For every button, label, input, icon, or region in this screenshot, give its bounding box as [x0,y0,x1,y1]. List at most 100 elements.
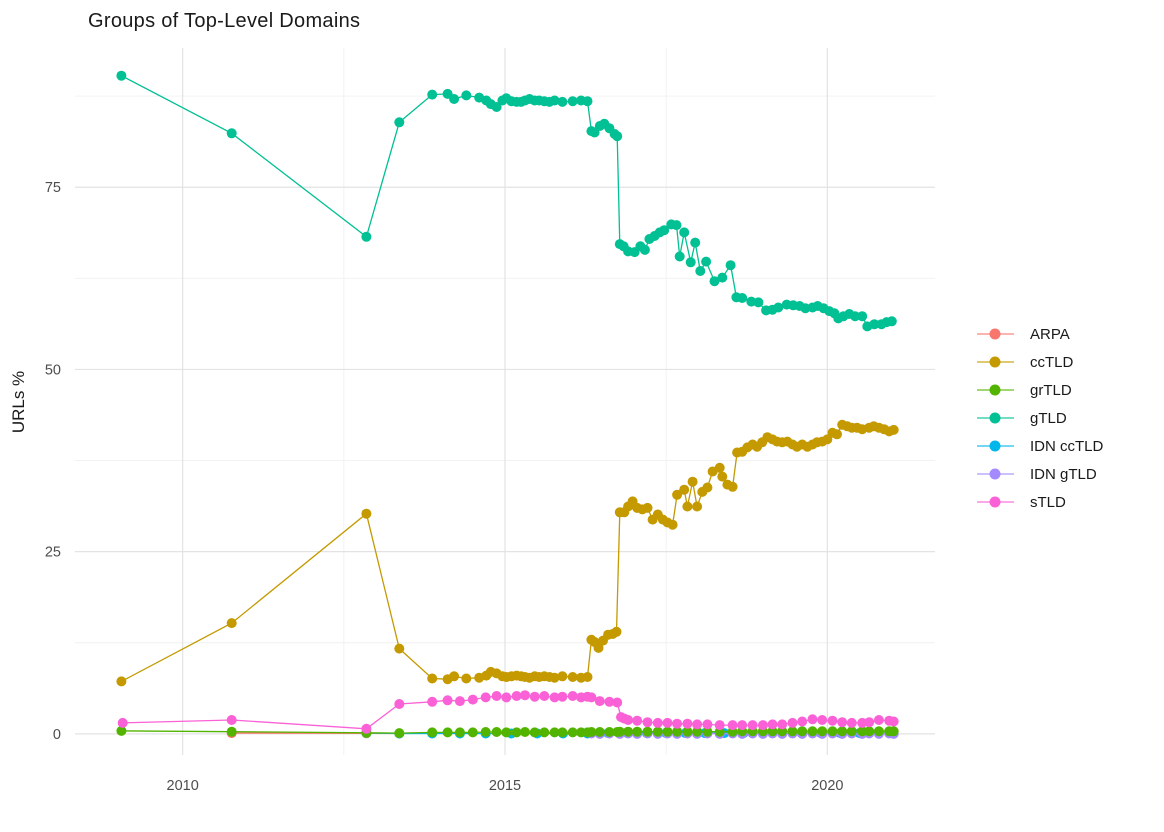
data-point [682,502,692,512]
data-point [612,698,622,708]
data-point [557,727,567,737]
data-point [481,692,491,702]
x-tick-label: 2015 [489,778,521,794]
data-point [828,726,838,736]
data-point [539,691,549,701]
data-point [726,260,736,270]
data-point [728,720,738,730]
data-point [427,727,437,737]
data-point [520,690,530,700]
y-axis-title: URLs % [9,371,28,433]
data-point [595,696,605,706]
y-tick-label: 50 [45,362,61,378]
data-point [679,227,689,237]
data-point [227,715,237,725]
data-point [427,674,437,684]
data-point [449,671,459,681]
data-point [427,90,437,100]
data-point [520,727,530,737]
data-point [768,719,778,729]
legend-key-dot [990,357,1001,368]
data-point [492,727,502,737]
legend-key-dot [990,413,1001,424]
data-point [717,273,727,283]
data-point [394,117,404,127]
data-point [468,727,478,737]
data-point [461,674,471,684]
legend-label: IDN gTLD [1030,466,1097,483]
data-point [118,718,128,728]
data-point [557,692,567,702]
data-point [828,716,838,726]
data-point [686,257,696,267]
data-point [583,672,593,682]
data-point [612,131,622,141]
data-point [788,718,798,728]
data-point [692,719,702,729]
data-point [797,717,807,727]
data-point [361,509,371,519]
data-point [557,97,567,107]
series-stld [118,690,899,734]
data-point [753,297,763,307]
legend-label: IDN ccTLD [1030,438,1104,455]
data-point [227,618,237,628]
data-point [817,726,827,736]
legend-label: sTLD [1030,494,1066,511]
data-point [643,727,653,737]
data-point [653,727,663,737]
legend-key-dot [990,385,1001,396]
gridlines [75,48,935,755]
data-point [530,727,540,737]
data-point [116,71,126,81]
data-point [481,727,491,737]
data-point [808,714,818,724]
series-layer [116,71,898,739]
data-point [449,94,459,104]
legend-label: grTLD [1030,382,1072,399]
data-point [682,719,692,729]
legend-item-idn-gtld: IDN gTLD [977,466,1097,483]
data-point [797,726,807,736]
data-point [702,483,712,493]
data-point [116,676,126,686]
data-point [688,477,698,487]
data-point [632,727,642,737]
data-point [737,293,747,303]
data-point [394,699,404,709]
data-point [690,238,700,248]
data-point [889,726,899,736]
data-point [501,727,511,737]
data-point [461,90,471,100]
legend-item-arpa: ARPA [977,326,1070,343]
x-tick-label: 2010 [167,778,199,794]
data-point [864,726,874,736]
data-point [530,692,540,702]
legend-label: ARPA [1030,326,1070,343]
data-point [748,720,758,730]
data-point [623,715,633,725]
data-point [702,719,712,729]
data-point [715,720,725,730]
data-point [847,718,857,728]
data-point [361,232,371,242]
data-point [227,727,237,737]
data-point [837,717,847,727]
data-point [443,727,453,737]
series-cctld [116,420,898,687]
legend-key-dot [990,469,1001,480]
data-point [857,311,867,321]
data-point [443,695,453,705]
data-point [668,520,678,530]
data-point [632,716,642,726]
data-point [808,726,818,736]
data-point [692,502,702,512]
legend-item-idn-cctld: IDN ccTLD [977,438,1104,455]
chart-title: Groups of Top-Level Domains [88,10,360,32]
data-point [737,720,747,730]
data-point [874,715,884,725]
data-point [653,718,663,728]
data-point [695,266,705,276]
